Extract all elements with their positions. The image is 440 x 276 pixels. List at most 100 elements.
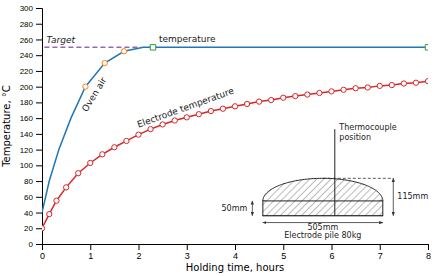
series-point bbox=[317, 90, 322, 95]
x-tick: 7 bbox=[378, 244, 383, 261]
series-point bbox=[413, 80, 418, 85]
y-tick: 60 bbox=[24, 193, 42, 202]
x-axis: 012345678 bbox=[40, 244, 431, 261]
chart: 0123456780204060801001201401601802002202… bbox=[0, 0, 440, 276]
series-point bbox=[281, 95, 286, 100]
series-point bbox=[160, 122, 165, 127]
y-tick-label: 80 bbox=[24, 177, 33, 186]
x-tick-mark bbox=[332, 244, 333, 250]
x-tick-mark bbox=[283, 244, 284, 250]
y-tick: 260 bbox=[20, 36, 42, 45]
series-point bbox=[208, 108, 213, 113]
series-point bbox=[305, 92, 310, 97]
x-tick-label: 6 bbox=[329, 251, 334, 261]
peak-guide bbox=[323, 178, 393, 179]
y-tick-mark bbox=[36, 150, 42, 151]
series-point bbox=[341, 87, 346, 92]
series-point bbox=[47, 211, 52, 216]
series-point bbox=[63, 185, 68, 190]
x-tick-label: 8 bbox=[426, 251, 431, 261]
series-point bbox=[401, 81, 406, 86]
y-tick-mark bbox=[36, 55, 42, 56]
series-point bbox=[353, 86, 358, 91]
series-point bbox=[148, 127, 153, 132]
y-tick: 100 bbox=[20, 161, 42, 170]
series-point bbox=[54, 198, 59, 203]
y-tick-mark bbox=[36, 118, 42, 119]
series-point bbox=[377, 83, 382, 88]
annotation: temperature bbox=[159, 34, 216, 44]
x-tick-label: 4 bbox=[233, 251, 238, 261]
series-point bbox=[329, 89, 334, 94]
x-tick: 8 bbox=[426, 244, 431, 261]
y-tick: 240 bbox=[20, 51, 42, 60]
marks bbox=[42, 45, 428, 231]
dimension-arrow bbox=[252, 201, 253, 216]
series-point bbox=[124, 138, 129, 143]
series-point bbox=[102, 60, 107, 65]
y-tick-mark bbox=[36, 134, 42, 135]
series-point bbox=[184, 115, 189, 120]
series-point bbox=[244, 101, 249, 106]
y-tick-mark bbox=[36, 244, 42, 245]
series-point bbox=[112, 145, 117, 150]
series-point bbox=[42, 226, 45, 231]
series-point bbox=[365, 85, 370, 90]
y-tick-mark bbox=[36, 39, 42, 40]
y-tick-mark bbox=[36, 213, 42, 214]
inset-label: Thermocouple bbox=[338, 123, 396, 132]
y-tick-mark bbox=[36, 87, 42, 88]
y-tick-mark bbox=[36, 197, 42, 198]
y-tick-label: 120 bbox=[20, 146, 34, 155]
electrode-pile bbox=[263, 178, 383, 215]
inset-label: 50mm bbox=[221, 204, 247, 213]
y-tick-mark bbox=[36, 165, 42, 166]
x-tick: 5 bbox=[281, 244, 286, 261]
x-tick-label: 5 bbox=[281, 251, 286, 261]
y-tick-label: 280 bbox=[20, 20, 34, 29]
y-tick: 180 bbox=[20, 98, 42, 107]
x-tick: 3 bbox=[185, 244, 190, 261]
series-point bbox=[256, 99, 261, 104]
series-point bbox=[83, 84, 88, 89]
y-tick-label: 20 bbox=[24, 224, 33, 233]
y-tick-label: 0 bbox=[29, 240, 34, 249]
x-axis-line bbox=[43, 245, 429, 251]
x-tick-mark bbox=[187, 244, 188, 250]
series-point bbox=[172, 118, 177, 123]
series-point bbox=[425, 79, 428, 84]
x-tick-label: 2 bbox=[136, 251, 141, 261]
x-tick: 6 bbox=[329, 244, 334, 261]
y-tick: 300 bbox=[20, 4, 42, 13]
y-tick: 0 bbox=[29, 240, 42, 249]
y-tick-mark bbox=[36, 71, 42, 72]
plot: 0123456780204060801001201401601802002202… bbox=[1, 4, 431, 273]
annotation: Target bbox=[46, 35, 75, 45]
y-tick-mark bbox=[36, 102, 42, 103]
x-tick: 1 bbox=[88, 244, 93, 261]
y-tick-label: 180 bbox=[20, 98, 34, 107]
y-tick: 200 bbox=[20, 83, 42, 92]
annotation: Oven air bbox=[80, 75, 109, 113]
y-tick-label: 60 bbox=[24, 193, 33, 202]
x-tick-mark bbox=[90, 244, 91, 250]
series-line bbox=[44, 47, 140, 49]
y-tick: 160 bbox=[20, 114, 42, 123]
series-point bbox=[150, 45, 155, 50]
x-axis-title: Holding time, hours bbox=[186, 262, 284, 273]
series-point bbox=[220, 106, 225, 111]
inset: 50mm115mm505mmElectrode pile 80kgThermoc… bbox=[221, 123, 428, 240]
x-tick-mark bbox=[139, 244, 140, 250]
y-tick: 140 bbox=[20, 130, 42, 139]
electrode-pile-base bbox=[263, 201, 383, 216]
inset-label: 115mm bbox=[397, 192, 428, 201]
annotation: Electrode temperature bbox=[136, 86, 236, 130]
y-tick-label: 240 bbox=[20, 51, 34, 60]
thermocouple bbox=[334, 129, 335, 216]
y-tick-label: 160 bbox=[20, 114, 34, 123]
y-tick-label: 100 bbox=[20, 161, 34, 170]
series-point bbox=[425, 45, 428, 50]
y-tick: 40 bbox=[24, 209, 42, 218]
series-line bbox=[42, 81, 428, 228]
x-tick-label: 1 bbox=[88, 251, 93, 261]
